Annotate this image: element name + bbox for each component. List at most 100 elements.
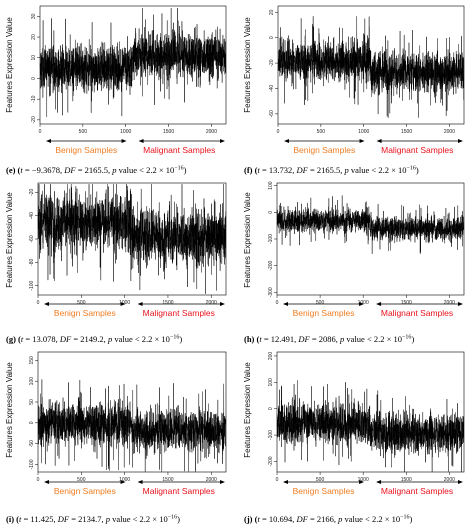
y-axis-label: Features Expression Value (243, 362, 252, 458)
arrowhead-right (458, 480, 463, 484)
x-tick-label: 1000 (119, 300, 130, 306)
arrowhead-right (120, 480, 126, 484)
y-tick-label: 100 (29, 377, 35, 386)
x-tick-label: 1500 (401, 300, 412, 306)
x-tick-label: 1000 (119, 477, 130, 483)
panel-caption: (j) (t = 10.694, DF = 2166, p value < 2.… (244, 514, 413, 524)
arrowhead-left (376, 480, 382, 484)
arrowhead-left (138, 139, 144, 143)
arrowhead-right (220, 302, 225, 306)
y-tick-label: -40 (269, 85, 275, 92)
y-axis-label: Features Expression Value (5, 362, 14, 458)
y-tick-label: -100 (268, 430, 274, 440)
arrowhead-right (359, 302, 365, 306)
arrowhead-left (283, 302, 288, 306)
y-axis-label: Features Expression Value (243, 192, 252, 288)
y-tick-label: -200 (268, 456, 274, 466)
y-tick-label: 30 (31, 13, 37, 19)
arrowhead-right (121, 139, 127, 143)
arrowhead-right (458, 302, 463, 306)
y-tick-label: -40 (29, 212, 35, 219)
y-tick-label: 100 (268, 378, 274, 387)
arrowhead-right (220, 480, 225, 484)
y-tick-label: -60 (29, 235, 35, 242)
malignant-samples-label: Malignant Samples (143, 308, 215, 318)
y-tick-label: 200 (268, 352, 274, 361)
y-tick-label: -80 (29, 259, 35, 266)
series-line (37, 184, 227, 294)
arrowhead-left (44, 302, 49, 306)
benign-samples-label: Benign Samples (55, 145, 117, 155)
y-tick-label: 0 (269, 36, 275, 39)
y-tick-label: 150 (29, 356, 35, 365)
y-tick-label: -200 (268, 260, 274, 270)
plot-frame (276, 351, 465, 473)
arrowhead-right (220, 139, 225, 143)
x-tick-label: 1500 (163, 129, 174, 135)
arrowhead-left (376, 302, 382, 306)
y-tick-label: -10 (31, 95, 37, 102)
series-line (39, 8, 227, 118)
x-tick-label: 0 (277, 129, 280, 135)
benign-samples-label: Benign Samples (293, 308, 355, 318)
y-tick-label: 0 (268, 407, 274, 410)
x-tick-label: 1000 (358, 477, 369, 483)
x-tick-label: 1000 (120, 129, 131, 135)
arrowhead-left (46, 139, 51, 143)
series-line (276, 195, 465, 254)
x-tick-label: 1000 (358, 129, 369, 135)
malignant-samples-label: Malignant Samples (381, 145, 453, 155)
series-line (276, 380, 465, 472)
arrowhead-left (283, 480, 288, 484)
benign-samples-label: Benign Samples (293, 145, 355, 155)
series-line (277, 16, 465, 118)
panel-caption: (h) (t = 12.491, DF = 2086, p value < 2.… (244, 334, 414, 344)
chart-panel-f: 0 500 1000 1500 2000 -60 -40 -20 0 20 Features Exp… (243, 5, 465, 175)
y-tick-label: -50 (29, 440, 35, 447)
x-tick-label: 500 (316, 477, 325, 483)
chart-panel-j: 0 500 1000 1500 2000 -200 -100 0 100 200 Features … (243, 351, 465, 524)
y-tick-label: -300 (268, 287, 274, 297)
benign-samples-label: Benign Samples (293, 486, 355, 496)
malignant-samples-label: Malignant Samples (381, 486, 453, 496)
y-tick-label: 10 (31, 55, 37, 61)
y-tick-label: -100 (29, 280, 35, 290)
x-tick-label: 500 (317, 129, 326, 135)
chart-panel-i: 0 500 1000 1500 2000 -100 -50 0 50 100 150 Features… (5, 351, 227, 524)
y-tick-label: 0 (31, 77, 37, 80)
y-axis-label: Features Expression Value (5, 17, 14, 113)
arrowhead-right (458, 139, 463, 143)
x-tick-label: 1500 (162, 300, 173, 306)
x-tick-label: 2000 (206, 129, 217, 135)
y-tick-label: 0 (29, 421, 35, 424)
x-tick-label: 2000 (206, 300, 217, 306)
y-tick-label: 0 (268, 211, 274, 214)
y-axis-label: Features Expression Value (243, 17, 252, 113)
chart-panel-g: 0 500 1000 1500 2000 -100 -80 -60 -40 -20 Features… (5, 182, 227, 344)
y-tick-label: -100 (29, 459, 35, 469)
x-tick-label: 0 (276, 300, 279, 306)
x-tick-label: 1500 (401, 477, 412, 483)
arrowhead-left (284, 139, 289, 143)
x-tick-label: 0 (276, 477, 279, 483)
arrowhead-left (376, 139, 382, 143)
plot-frame (37, 351, 227, 473)
x-tick-label: 1000 (358, 300, 369, 306)
y-tick-label: -20 (29, 189, 35, 196)
y-tick-label: -20 (31, 116, 37, 123)
y-tick-label: 50 (29, 399, 35, 405)
y-tick-label: 100 (268, 181, 274, 190)
x-tick-label: 2000 (444, 477, 455, 483)
y-tick-label: -60 (269, 110, 275, 117)
x-tick-label: 2000 (206, 477, 217, 483)
chart-panel-e: 0 500 1000 1500 2000 -20 -10 0 10 20 30 Features Ex… (5, 5, 227, 175)
panel-caption: (i) (t = 11.425, DF = 2134.7, p value < … (6, 514, 180, 524)
x-tick-label: 500 (77, 477, 86, 483)
chart-panel-h: 0 500 1000 1500 2000 -300 -200 -100 0 100 Features… (243, 181, 465, 344)
series-line (37, 379, 227, 472)
benign-samples-label: Benign Samples (54, 486, 116, 496)
x-tick-label: 2000 (444, 129, 455, 135)
x-tick-label: 0 (37, 300, 40, 306)
y-tick-label: 20 (269, 9, 275, 15)
